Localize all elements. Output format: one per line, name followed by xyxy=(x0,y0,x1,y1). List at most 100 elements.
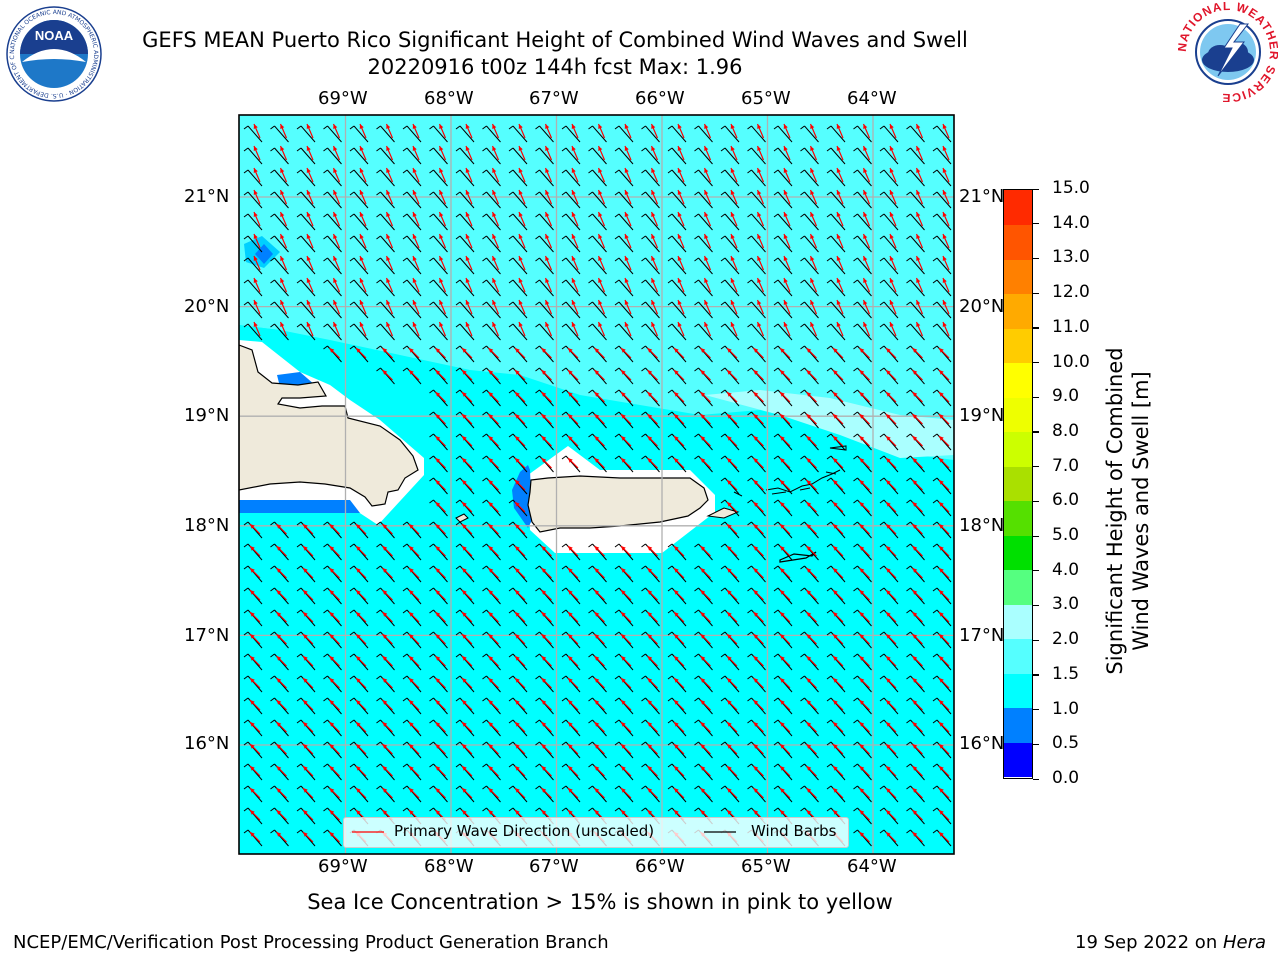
wave-arrow xyxy=(700,699,711,711)
wind-barb xyxy=(671,279,687,297)
wind-barb-tick xyxy=(879,323,885,328)
wave-arrow-head xyxy=(462,678,467,683)
wave-arrow xyxy=(677,255,685,271)
wave-arrow-head xyxy=(727,766,732,771)
wave-arrow-head xyxy=(488,766,494,771)
wave-arrow-head xyxy=(753,700,759,705)
wind-barb xyxy=(910,323,925,341)
wind-barb xyxy=(645,169,660,187)
wind-barb xyxy=(406,697,422,715)
wave-arrow-head xyxy=(727,722,732,727)
wind-barb xyxy=(645,367,660,385)
wind-barb-tick xyxy=(270,763,275,768)
wave-arrow-head xyxy=(303,832,308,837)
wave-arrow xyxy=(700,765,711,777)
wind-barb xyxy=(618,301,634,319)
wave-arrow xyxy=(571,277,579,293)
wind-barb xyxy=(300,521,316,539)
wind-barb-tick xyxy=(773,741,779,746)
wind-barb xyxy=(592,433,607,451)
wave-arrow xyxy=(594,611,605,623)
wind-barb-tick xyxy=(667,807,673,812)
colorbar-cell xyxy=(1004,259,1032,295)
wind-barb-tick xyxy=(826,323,832,328)
wind-barb xyxy=(353,301,369,319)
wind-barb xyxy=(380,785,395,803)
wind-barb-tick xyxy=(720,191,726,196)
wave-arrow xyxy=(753,369,764,381)
wave-arrow-head xyxy=(386,190,391,195)
wave-arrow xyxy=(438,189,447,205)
wave-arrow xyxy=(836,299,844,315)
wind-barb xyxy=(300,169,316,187)
wave-arrow xyxy=(889,321,897,337)
wind-barb-tick xyxy=(561,213,567,218)
wave-arrow xyxy=(726,413,738,425)
wind-barb-tick xyxy=(508,389,514,394)
wave-arrow-head xyxy=(541,414,547,419)
wave-arrow-head xyxy=(757,300,762,305)
wave-arrow-head xyxy=(329,546,335,551)
wave-arrow-head xyxy=(727,480,732,485)
wind-barb-tick xyxy=(667,609,673,614)
wind-barb xyxy=(274,191,289,209)
wave-arrow-head xyxy=(594,546,600,551)
wave-arrow-head xyxy=(488,348,494,353)
wave-arrow xyxy=(832,523,844,535)
colorbar xyxy=(1003,189,1033,779)
wave-arrow-head xyxy=(939,590,944,595)
wave-arrow-head xyxy=(568,722,573,727)
wind-barb-tick xyxy=(376,653,381,658)
wave-arrow xyxy=(597,277,606,293)
wave-arrow-head xyxy=(806,810,812,815)
wave-arrow xyxy=(279,321,288,337)
wave-arrow-head xyxy=(356,810,361,815)
wind-barb-tick xyxy=(349,235,355,240)
wind-barb xyxy=(804,785,819,803)
wave-arrow xyxy=(783,299,791,315)
wave-arrow xyxy=(408,765,420,777)
wind-barb xyxy=(751,433,766,451)
wave-arrow xyxy=(567,545,579,557)
colorbar-tick-mark xyxy=(1033,327,1039,329)
wind-barb-tick xyxy=(270,235,275,240)
wave-arrow xyxy=(915,255,924,271)
wind-barb-tick xyxy=(455,389,461,394)
wind-barb xyxy=(698,653,713,671)
wave-arrow-head xyxy=(806,766,812,771)
wind-barb xyxy=(751,631,766,649)
wind-barb-tick xyxy=(588,345,593,350)
wave-arrow-head xyxy=(624,234,629,239)
wind-barb xyxy=(777,301,793,319)
wind-barb xyxy=(486,521,501,539)
colorbar-cell xyxy=(1004,673,1032,709)
wind-barb xyxy=(406,543,422,561)
wave-arrow xyxy=(514,765,526,777)
wind-barb-tick xyxy=(482,565,487,570)
wave-arrow-head xyxy=(409,744,414,749)
wind-barb xyxy=(353,147,369,165)
wind-barb-tick xyxy=(773,257,779,262)
wind-barb-tick xyxy=(561,653,567,658)
wave-arrow xyxy=(514,545,526,557)
wave-arrow xyxy=(726,369,738,381)
wind-barb xyxy=(592,367,607,385)
wave-arrow xyxy=(514,787,526,799)
wind-barb-tick xyxy=(879,499,885,504)
wave-arrow-head xyxy=(647,810,653,815)
wind-barb xyxy=(380,147,395,165)
colorbar-cell xyxy=(1004,742,1032,778)
wave-arrow xyxy=(859,611,870,623)
wind-barb-tick xyxy=(614,411,620,416)
wind-barb-tick xyxy=(349,565,355,570)
wind-barb-tick xyxy=(879,829,885,834)
wind-barb xyxy=(486,543,501,561)
wind-barb-tick xyxy=(614,301,620,306)
wave-arrow-head xyxy=(886,722,891,727)
wind-barb-tick xyxy=(879,345,885,350)
wave-arrow xyxy=(912,413,923,425)
wave-arrow xyxy=(806,347,817,359)
wind-barb xyxy=(300,257,316,275)
wind-barb-tick xyxy=(879,521,885,526)
wave-arrow-head xyxy=(942,256,947,261)
